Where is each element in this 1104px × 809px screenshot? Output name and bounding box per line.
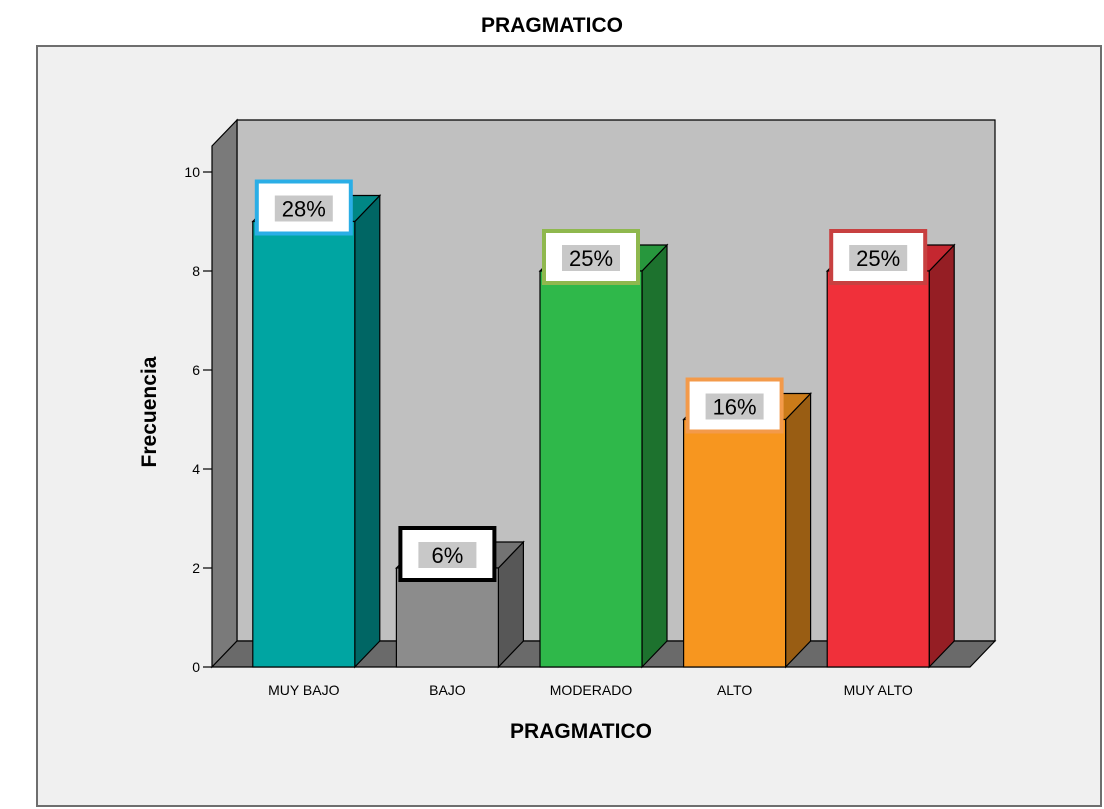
bar-side — [354, 194, 381, 669]
y-axis: 0 2 4 6 8 10 — [184, 164, 212, 675]
bar-front — [252, 220, 356, 668]
x-tick-label-4: MUY ALTO — [844, 682, 913, 698]
percent-label-text: 25% — [569, 246, 613, 271]
percent-label-highlight — [562, 245, 620, 271]
bar-alto — [682, 392, 813, 669]
percent-label-text: 28% — [282, 197, 326, 222]
bar-front — [395, 567, 499, 668]
percent-label-2: 25% — [542, 229, 640, 285]
percent-label-4: 25% — [829, 229, 928, 285]
x-axis: MUY BAJO BAJO MODERADO ALTO MUY ALTO — [268, 682, 913, 698]
percent-label-0: 28% — [254, 179, 353, 236]
percent-label-text: 16% — [713, 395, 757, 420]
percent-label-text: 25% — [856, 246, 900, 271]
percent-label-highlight — [849, 245, 908, 271]
side-wall — [211, 118, 238, 669]
percent-labels: 28% 6% 25% 16% 25% — [254, 179, 928, 582]
bar-side — [928, 243, 955, 669]
y-tick-label-0: 0 — [192, 659, 200, 675]
bar-side — [641, 243, 668, 669]
x-tick-label-2: MODERADO — [550, 682, 633, 698]
percent-label-box — [829, 229, 928, 285]
bar-side — [784, 392, 812, 669]
percent-label-3: 16% — [685, 377, 784, 434]
chart-title: PRAGMATICO — [481, 14, 623, 37]
y-tick-label-1: 2 — [192, 560, 200, 576]
y-axis-title: Frecuencia — [138, 356, 161, 467]
bar-front — [682, 418, 787, 668]
percent-label-1: 6% — [398, 526, 497, 582]
y-tick-label-3: 6 — [192, 362, 200, 378]
percent-label-text: 6% — [432, 543, 464, 568]
x-tick-label-0: MUY BAJO — [268, 682, 339, 698]
x-tick-label-1: BAJO — [429, 682, 466, 698]
y-tick-label-2: 4 — [192, 461, 200, 477]
bar-front — [539, 270, 643, 668]
y-tick-label-4: 8 — [192, 263, 200, 279]
bar-moderado — [538, 243, 669, 669]
percent-label-box — [398, 526, 497, 582]
percent-label-highlight — [418, 542, 477, 568]
y-tick-label-5: 10 — [184, 164, 200, 180]
bar-muy-bajo — [251, 194, 382, 669]
percent-label-highlight — [274, 195, 333, 222]
bar-front — [826, 270, 930, 668]
x-axis-title: PRAGMATICO — [510, 720, 652, 743]
x-tick-label-3: ALTO — [717, 682, 752, 698]
percent-label-highlight — [705, 393, 764, 420]
bar-muy-alto — [825, 243, 956, 669]
